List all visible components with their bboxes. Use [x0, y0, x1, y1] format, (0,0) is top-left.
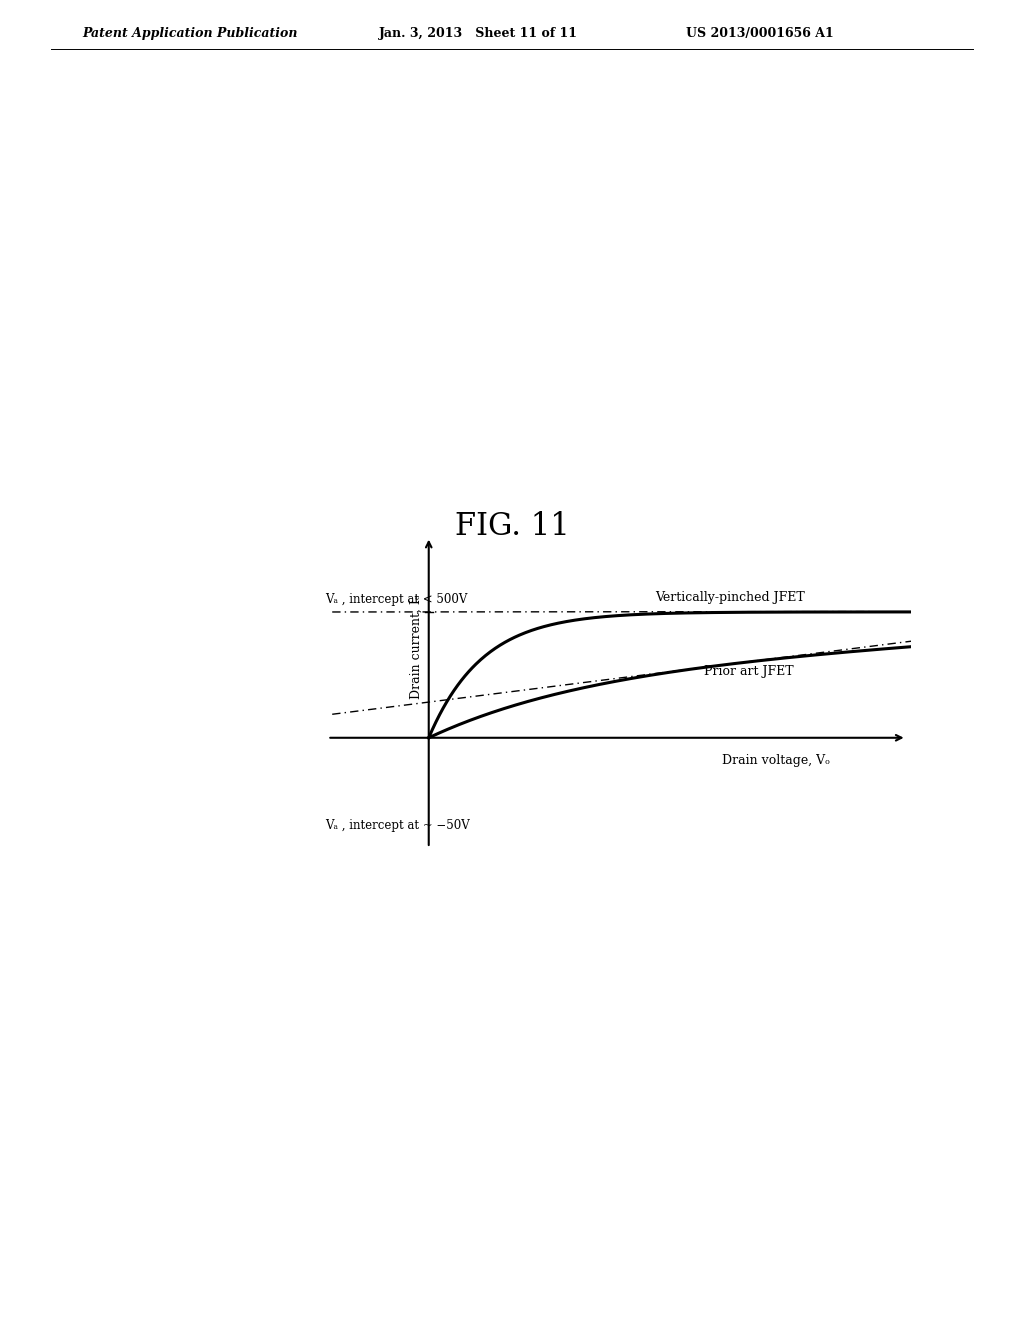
Text: US 2013/0001656 A1: US 2013/0001656 A1 [686, 26, 834, 40]
Text: Patent Application Publication: Patent Application Publication [82, 26, 297, 40]
Text: FIG. 11: FIG. 11 [455, 511, 569, 541]
Text: Drain current, Iₑ: Drain current, Iₑ [411, 594, 423, 700]
Text: Vertically-pinched JFET: Vertically-pinched JFET [655, 591, 805, 605]
Text: Vₐ , intercept at ~ −50V: Vₐ , intercept at ~ −50V [325, 818, 470, 832]
Text: Jan. 3, 2013   Sheet 11 of 11: Jan. 3, 2013 Sheet 11 of 11 [379, 26, 578, 40]
Text: Prior art JFET: Prior art JFET [703, 665, 794, 678]
Text: Drain voltage, Vₒ: Drain voltage, Vₒ [722, 754, 830, 767]
Text: Vₐ , intercept at < 500V: Vₐ , intercept at < 500V [325, 593, 467, 606]
